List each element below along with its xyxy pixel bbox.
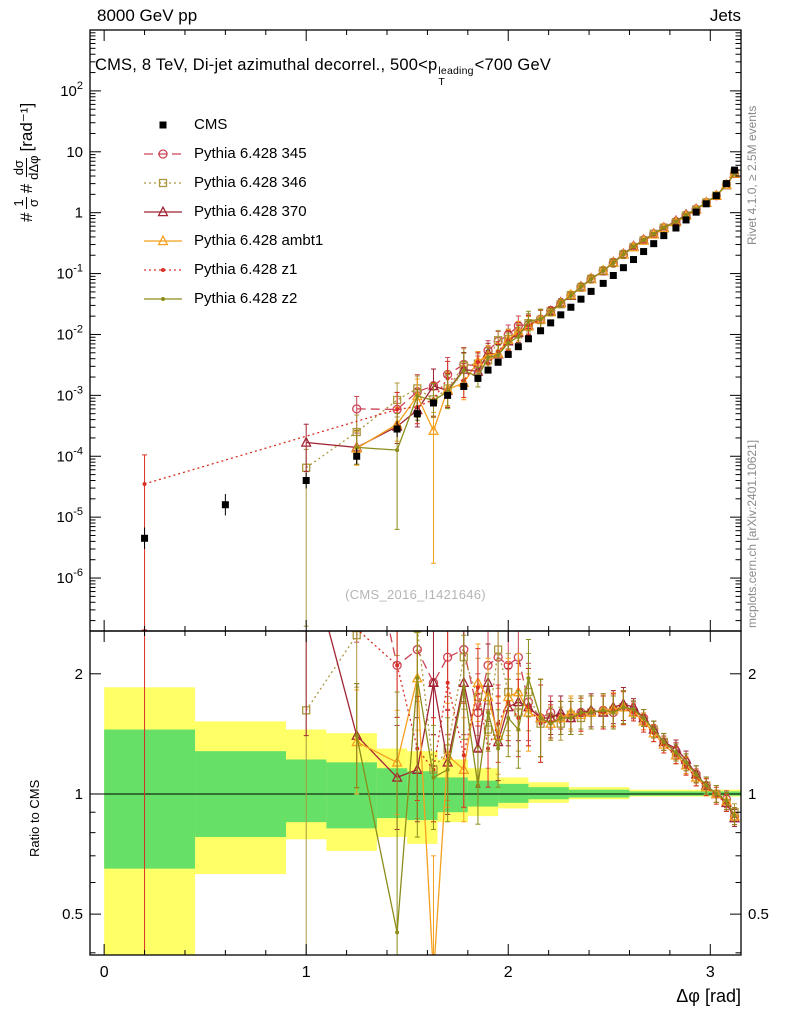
pythia-z2-line-icon xyxy=(144,296,182,301)
svg-text:0.5: 0.5 xyxy=(62,906,83,923)
mcplots-credit-note: mcplots.cern.ch [arXiv:2401.10621] xyxy=(745,439,759,628)
svg-text:3: 3 xyxy=(706,964,715,981)
svg-text:102: 102 xyxy=(60,80,83,100)
legend-label-pythia-370: Pythia 6.428 370 xyxy=(194,203,307,220)
legend-item-pythia-z1: Pythia 6.428 z1 xyxy=(141,255,323,284)
pythia-370-line-icon xyxy=(144,205,182,216)
legend-item-pythia-z2: Pythia 6.428 z2 xyxy=(141,284,323,313)
pythia-345-line-icon xyxy=(144,148,182,159)
svg-text:1: 1 xyxy=(748,786,756,803)
svg-text:1: 1 xyxy=(75,786,83,803)
rivet-version-note: Rivet 4.1.0, ≥ 2.5M events xyxy=(745,105,759,245)
svg-text:10-4: 10-4 xyxy=(57,445,83,465)
legend-label-pythia-ambt1: Pythia 6.428 ambt1 xyxy=(194,232,324,249)
svg-text:10-6: 10-6 xyxy=(57,567,83,587)
svg-text:10-3: 10-3 xyxy=(57,384,83,404)
ylabel-unit: [rad⁻¹] xyxy=(16,102,36,152)
dsigma-dphi-fraction: dσ dΔφ xyxy=(11,155,42,180)
svg-text:0.5: 0.5 xyxy=(748,906,769,923)
svg-text:2: 2 xyxy=(748,666,756,683)
cms-marker-icon xyxy=(159,121,167,128)
svg-text:2: 2 xyxy=(504,964,513,981)
legend-label-pythia-z1: Pythia 6.428 z1 xyxy=(194,261,298,278)
title-superscript: leading xyxy=(438,65,474,77)
svg-text:1: 1 xyxy=(75,205,83,222)
svg-text:2: 2 xyxy=(75,666,83,683)
svg-text:10: 10 xyxy=(66,144,83,161)
analysis-id-watermark: (CMS_2016_I1421646) xyxy=(345,587,486,602)
ylabel-hash-2: # xyxy=(16,183,36,194)
pt-leading-notation: leading T xyxy=(438,66,473,87)
legend-item-pythia-ambt1: Pythia 6.428 ambt1 xyxy=(141,226,323,255)
legend-item-pythia-346: Pythia 6.428 346 xyxy=(141,168,323,197)
ylabel-hash-1: # xyxy=(16,212,36,222)
legend-label-pythia-346: Pythia 6.428 346 xyxy=(194,174,307,191)
legend-label-cms: CMS xyxy=(194,116,228,133)
x-axis-label: Δφ [rad] xyxy=(676,986,741,1006)
legend: CMS Pythia 6.428 345 Pythia 6.428 346 Py… xyxy=(141,110,323,313)
title-prefix: CMS, 8 TeV, Di-jet azimuthal decorrel., … xyxy=(95,56,438,74)
ratio-axis-label: Ratio to CMS xyxy=(27,779,42,857)
process-label: Jets xyxy=(709,6,741,25)
pythia-z1-line-icon xyxy=(144,267,182,272)
pythia-ambt1-line-icon xyxy=(144,234,182,245)
svg-text:10-1: 10-1 xyxy=(57,263,83,283)
legend-label-pythia-z2: Pythia 6.428 z2 xyxy=(194,290,298,307)
legend-item-pythia-345: Pythia 6.428 345 xyxy=(141,139,323,168)
legend-label-pythia-345: Pythia 6.428 345 xyxy=(194,145,307,162)
svg-text:10-5: 10-5 xyxy=(57,506,83,526)
pythia-346-line-icon xyxy=(144,178,182,187)
svg-text:10-2: 10-2 xyxy=(57,323,83,343)
legend-item-cms: CMS xyxy=(141,110,323,139)
title-subscript: T xyxy=(438,75,446,88)
beam-energy-label: 8000 GeV pp xyxy=(97,6,198,25)
title-suffix: <700 GeV xyxy=(474,56,552,74)
legend-item-pythia-370: Pythia 6.428 370 xyxy=(141,197,323,226)
svg-text:1: 1 xyxy=(302,964,311,981)
svg-text:0: 0 xyxy=(100,964,109,981)
plot-title: CMS, 8 TeV, Di-jet azimuthal decorrel., … xyxy=(95,56,551,87)
